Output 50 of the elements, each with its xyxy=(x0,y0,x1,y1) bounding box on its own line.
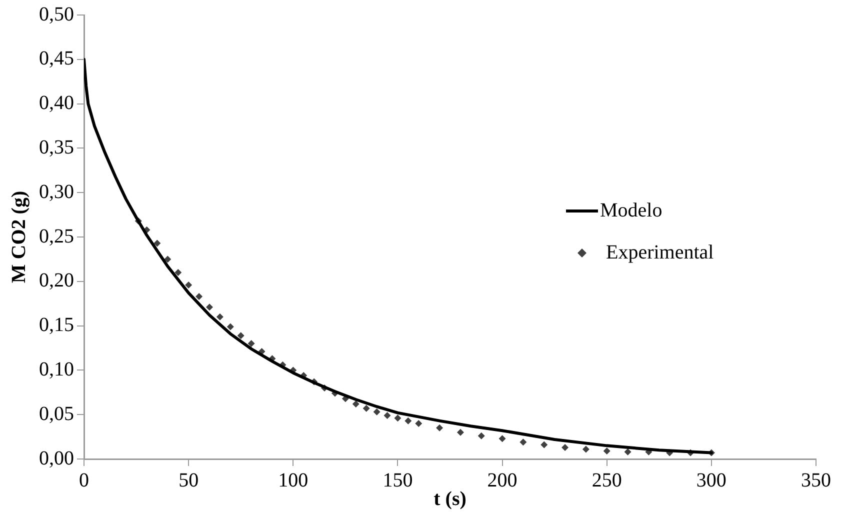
point xyxy=(603,448,610,455)
x-tick-label: 300 xyxy=(696,469,726,492)
y-tick-label: 0,20 xyxy=(39,270,74,292)
point xyxy=(248,340,255,348)
x-axis-title: t (s) xyxy=(434,488,466,510)
point xyxy=(404,417,412,424)
point xyxy=(154,240,161,247)
point xyxy=(237,332,244,340)
y-tick-label: 0,45 xyxy=(39,48,74,70)
point xyxy=(582,446,590,453)
point xyxy=(174,269,182,276)
point xyxy=(498,435,506,442)
x-tick-label: 350 xyxy=(801,469,831,492)
point xyxy=(352,400,360,408)
y-axis-title: M CO2 (g) xyxy=(8,190,30,284)
y-tick-label: 0,40 xyxy=(39,92,74,114)
point xyxy=(226,323,234,330)
y-tick-label: 0,15 xyxy=(39,314,74,336)
y-tick-label: 0,25 xyxy=(39,225,74,248)
point xyxy=(384,412,391,419)
x-tick-label: 100 xyxy=(278,469,308,492)
point xyxy=(415,420,422,427)
y-tick-label: 0,50 xyxy=(39,3,74,26)
legend-label: Experimental xyxy=(606,241,714,264)
point xyxy=(478,432,485,440)
point xyxy=(394,414,402,422)
y-tick-label: 0,05 xyxy=(39,402,74,425)
point xyxy=(196,292,203,300)
point xyxy=(540,441,548,448)
point xyxy=(520,438,527,446)
y-tick-label: 0,30 xyxy=(39,180,74,203)
point xyxy=(562,444,569,451)
point xyxy=(185,281,192,288)
point xyxy=(373,408,380,416)
x-tick-label: 150 xyxy=(382,469,413,492)
point xyxy=(456,428,464,436)
point xyxy=(362,404,370,412)
point xyxy=(436,424,444,432)
point xyxy=(624,448,632,456)
legend-label: Modelo xyxy=(600,199,662,222)
x-tick-label: 250 xyxy=(592,469,622,492)
y-tick-label: 0,10 xyxy=(39,358,74,380)
x-tick-label: 50 xyxy=(178,469,199,492)
x-tick-label: 200 xyxy=(487,469,518,492)
point xyxy=(164,256,172,263)
point xyxy=(206,304,213,311)
x-tick-label: 0 xyxy=(79,469,89,492)
y-tick-label: 0,00 xyxy=(39,447,74,470)
y-tick-label: 0,35 xyxy=(39,136,74,158)
point xyxy=(216,313,224,320)
